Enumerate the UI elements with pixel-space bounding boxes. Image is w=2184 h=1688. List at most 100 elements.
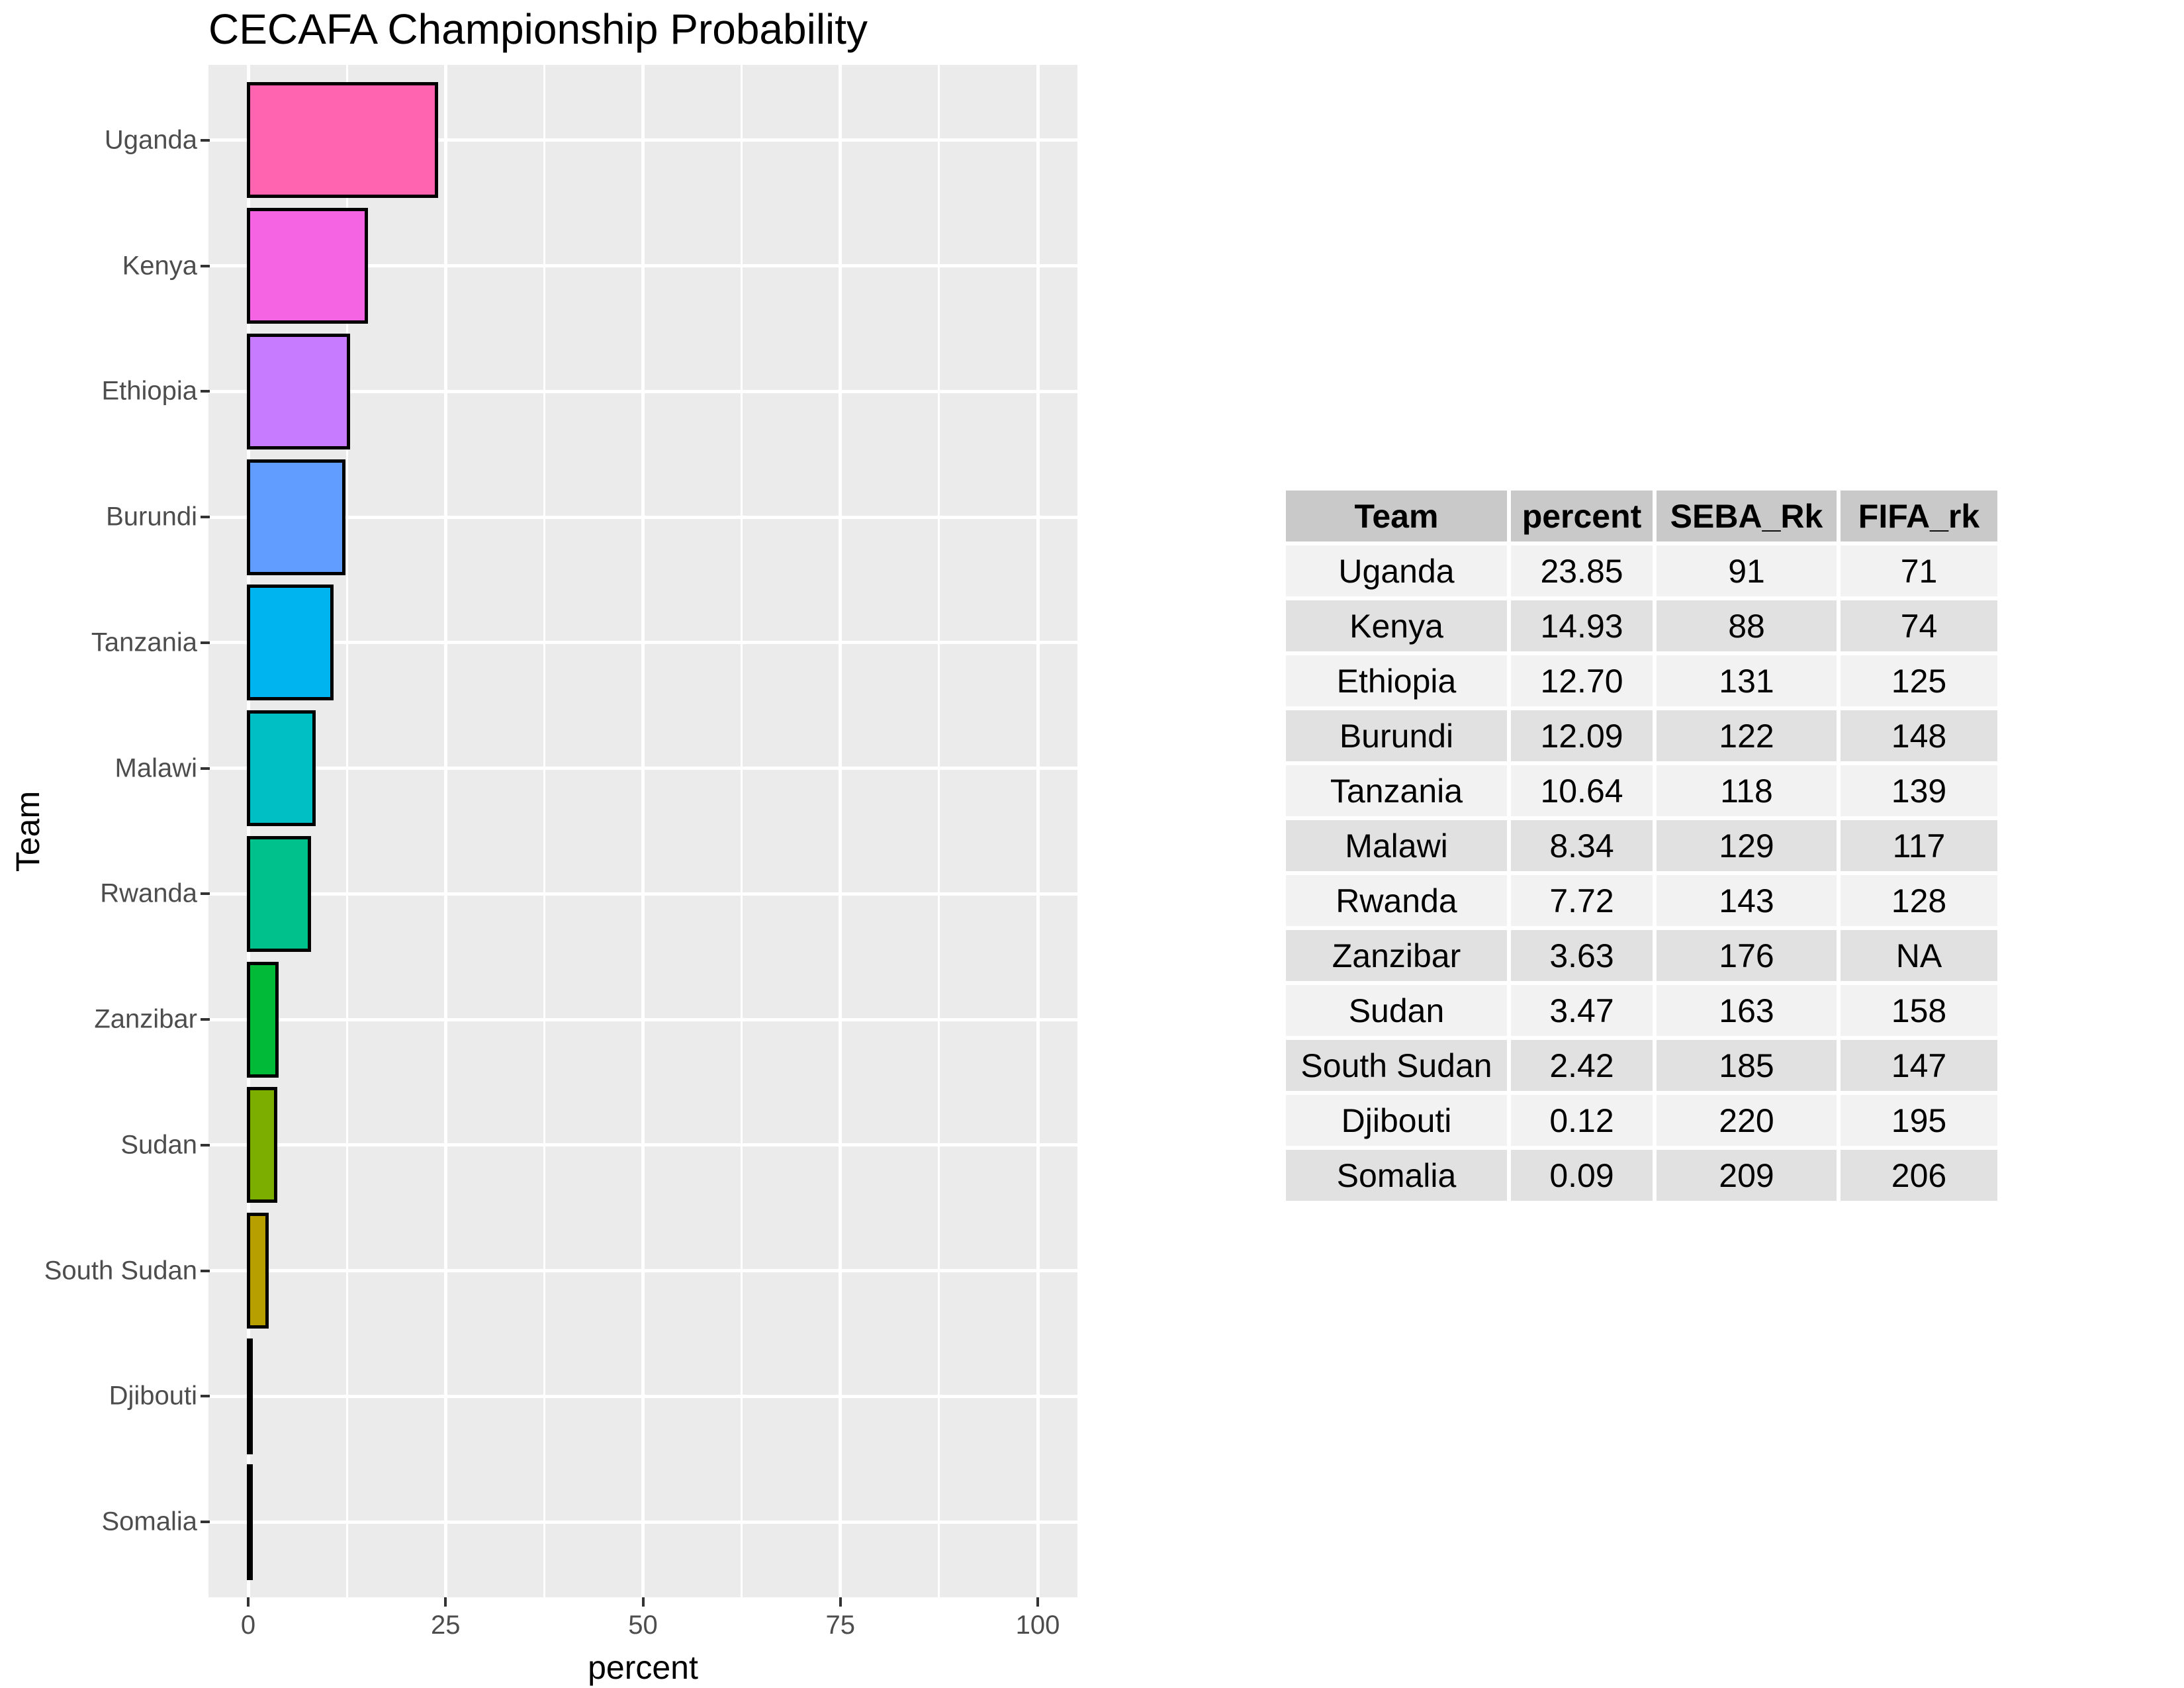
table-cell-uganda-seba-rk: 91 — [1657, 545, 1837, 596]
gridline-major-y-malawi — [208, 767, 1077, 771]
table-row-djibouti: Djibouti 0.12 220 195 — [1286, 1095, 1997, 1146]
table-cell-kenya-percent: 14.93 — [1511, 600, 1653, 651]
table-cell-malawi-team: Malawi — [1286, 820, 1507, 871]
gridline-major-y-somalia — [208, 1520, 1077, 1524]
y-axis-title: Team — [9, 790, 46, 872]
x-tick-75 — [839, 1597, 842, 1607]
table-cell-somalia-percent: 0.09 — [1511, 1150, 1653, 1201]
y-tick-south-sudan — [201, 1269, 210, 1272]
gridline-major-y-ethiopia — [208, 389, 1077, 393]
table-header-row: Team percent SEBA_Rk FIFA_rk — [1286, 491, 1997, 541]
gridline-major-y-uganda — [208, 138, 1077, 142]
table-header-percent: percent — [1511, 491, 1653, 541]
x-tick-label-75: 75 — [825, 1611, 856, 1640]
table-cell-zanzibar-percent: 3.63 — [1511, 930, 1653, 981]
x-tick-label-25: 25 — [431, 1611, 461, 1640]
gridline-major-y-djibouti — [208, 1394, 1077, 1398]
table-cell-djibouti-team: Djibouti — [1286, 1095, 1507, 1146]
gridline-major-x-25 — [443, 65, 447, 1597]
y-tick-zanzibar — [201, 1018, 210, 1021]
bar-rwanda — [246, 835, 311, 952]
bar-kenya — [246, 208, 368, 324]
bar-ethiopia — [246, 333, 350, 449]
table-row-ethiopia: Ethiopia 12.70 131 125 — [1286, 655, 1997, 706]
table-cell-malawi-seba-rk: 129 — [1657, 820, 1837, 871]
table-cell-tanzania-seba-rk: 118 — [1657, 765, 1837, 816]
x-tick-0 — [247, 1597, 250, 1607]
bar-somalia — [246, 1464, 253, 1580]
y-tick-label-tanzania: Tanzania — [91, 628, 197, 657]
gridline-minor-x-62.5 — [741, 65, 743, 1597]
y-tick-ethiopia — [201, 390, 210, 393]
gridline-major-x-75 — [839, 65, 842, 1597]
x-tick-label-100: 100 — [1015, 1611, 1060, 1640]
bar-djibouti — [246, 1338, 253, 1454]
table-cell-zanzibar-fifa-rk: NA — [1841, 930, 1997, 981]
chart-title: CECAFA Championship Probability — [208, 5, 868, 53]
table-cell-rwanda-fifa-rk: 128 — [1841, 875, 1997, 926]
table-cell-djibouti-percent: 0.12 — [1511, 1095, 1653, 1146]
table-cell-uganda-percent: 23.85 — [1511, 545, 1653, 596]
table-header-fifa-rk: FIFA_rk — [1841, 491, 1997, 541]
x-tick-25 — [444, 1597, 447, 1607]
bar-sudan — [246, 1087, 277, 1203]
table-cell-kenya-seba-rk: 88 — [1657, 600, 1837, 651]
table-row-south-sudan: South Sudan 2.42 185 147 — [1286, 1040, 1997, 1091]
y-tick-label-somalia: Somalia — [101, 1507, 197, 1536]
table-cell-south-sudan-percent: 2.42 — [1511, 1040, 1653, 1091]
plot-panel — [208, 65, 1077, 1597]
gridline-minor-x-37.5 — [543, 65, 545, 1597]
table-row-uganda: Uganda 23.85 91 71 — [1286, 545, 1997, 596]
gridline-major-x-100 — [1036, 65, 1040, 1597]
y-tick-rwanda — [201, 892, 210, 896]
bar-uganda — [246, 82, 439, 199]
bar-malawi — [246, 710, 316, 827]
y-tick-label-uganda: Uganda — [104, 125, 197, 155]
table-cell-ethiopia-team: Ethiopia — [1286, 655, 1507, 706]
table-cell-south-sudan-fifa-rk: 147 — [1841, 1040, 1997, 1091]
table-cell-burundi-seba-rk: 122 — [1657, 710, 1837, 761]
table-cell-tanzania-fifa-rk: 139 — [1841, 765, 1997, 816]
gridline-major-y-zanzibar — [208, 1017, 1077, 1021]
y-tick-label-rwanda: Rwanda — [100, 878, 197, 908]
x-tick-label-50: 50 — [628, 1611, 658, 1640]
bar-burundi — [246, 459, 345, 575]
table-cell-somalia-team: Somalia — [1286, 1150, 1507, 1201]
table-cell-rwanda-percent: 7.72 — [1511, 875, 1653, 926]
table-cell-uganda-fifa-rk: 71 — [1841, 545, 1997, 596]
gridline-minor-x-12.5 — [345, 65, 348, 1597]
y-tick-burundi — [201, 516, 210, 519]
table-cell-burundi-team: Burundi — [1286, 710, 1507, 761]
table-row-kenya: Kenya 14.93 88 74 — [1286, 600, 1997, 651]
table-cell-zanzibar-team: Zanzibar — [1286, 930, 1507, 981]
x-tick-100 — [1036, 1597, 1039, 1607]
gridline-major-y-rwanda — [208, 892, 1077, 896]
table-cell-malawi-fifa-rk: 117 — [1841, 820, 1997, 871]
table-header-team: Team — [1286, 491, 1507, 541]
table-cell-uganda-team: Uganda — [1286, 545, 1507, 596]
table-cell-sudan-percent: 3.47 — [1511, 985, 1653, 1036]
y-tick-label-kenya: Kenya — [122, 251, 197, 281]
y-tick-label-djibouti: Djibouti — [109, 1381, 197, 1411]
y-tick-somalia — [201, 1521, 210, 1524]
table-row-rwanda: Rwanda 7.72 143 128 — [1286, 875, 1997, 926]
table-cell-rwanda-team: Rwanda — [1286, 875, 1507, 926]
table-cell-sudan-fifa-rk: 158 — [1841, 985, 1997, 1036]
x-tick-50 — [641, 1597, 645, 1607]
bar-south-sudan — [246, 1213, 269, 1329]
gridline-major-y-tanzania — [208, 641, 1077, 645]
y-tick-label-ethiopia: Ethiopia — [101, 376, 197, 406]
table-cell-tanzania-percent: 10.64 — [1511, 765, 1653, 816]
gridline-major-y-kenya — [208, 264, 1077, 268]
y-tick-tanzania — [201, 641, 210, 644]
table-cell-ethiopia-seba-rk: 131 — [1657, 655, 1837, 706]
table-cell-sudan-team: Sudan — [1286, 985, 1507, 1036]
table-row-burundi: Burundi 12.09 122 148 — [1286, 710, 1997, 761]
table-cell-south-sudan-team: South Sudan — [1286, 1040, 1507, 1091]
y-tick-label-zanzibar: Zanzibar — [94, 1004, 197, 1034]
bar-tanzania — [246, 585, 334, 701]
table-cell-ethiopia-percent: 12.70 — [1511, 655, 1653, 706]
summary-table: Team percent SEBA_Rk FIFA_rk Uganda 23.85 91 71… — [1286, 491, 1997, 1205]
bar-zanzibar — [246, 961, 279, 1078]
